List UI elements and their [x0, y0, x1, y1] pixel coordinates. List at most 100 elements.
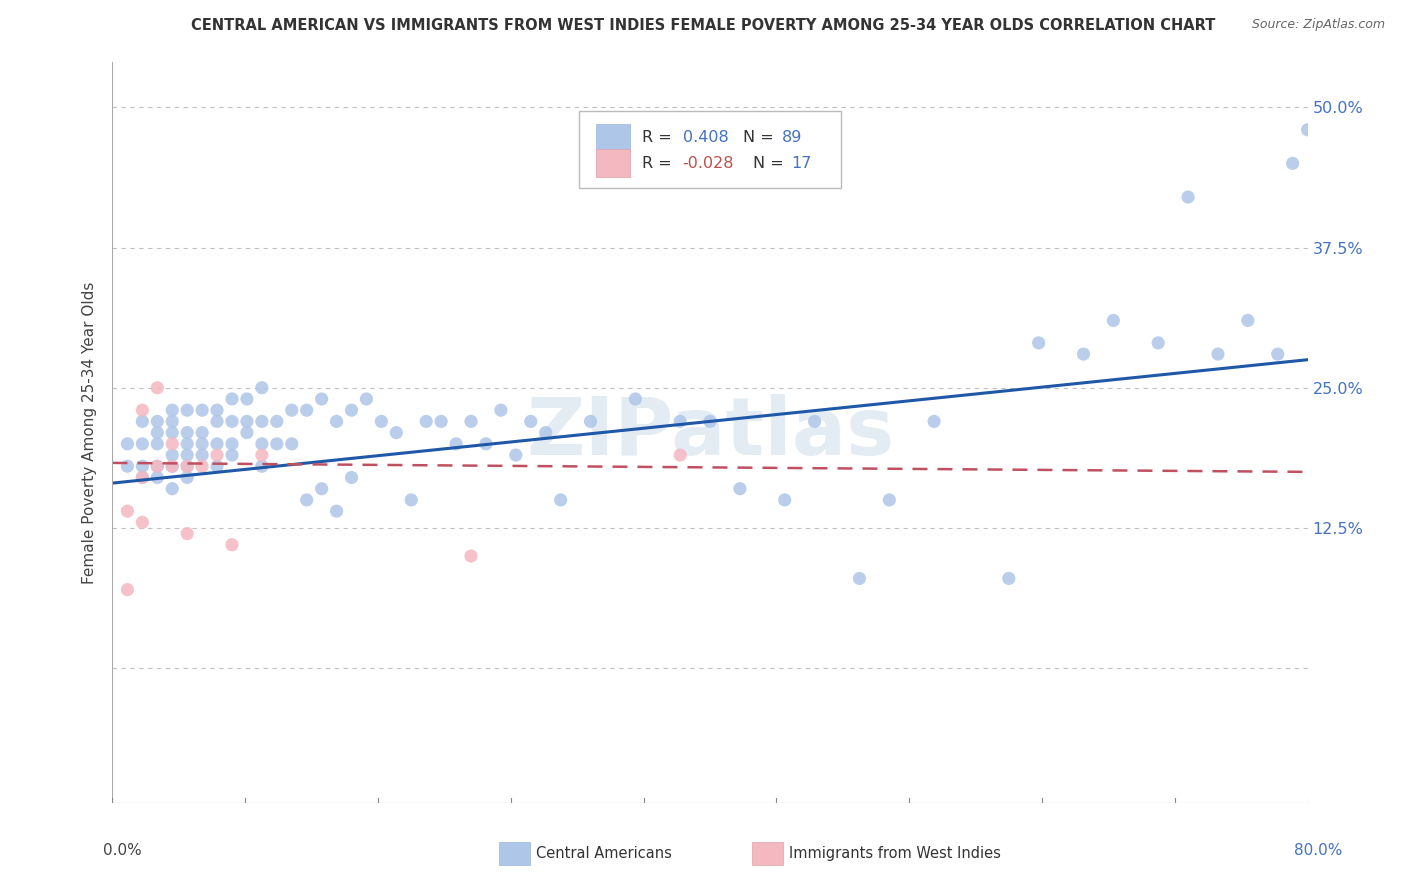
- Point: [922, 414, 945, 428]
- Point: [475, 437, 498, 451]
- Point: [162, 448, 183, 462]
- Point: [221, 392, 243, 406]
- Point: [550, 492, 572, 507]
- Text: R =: R =: [643, 155, 676, 170]
- Point: [117, 504, 139, 518]
- Point: [460, 549, 482, 563]
- Text: CENTRAL AMERICAN VS IMMIGRANTS FROM WEST INDIES FEMALE POVERTY AMONG 25-34 YEAR : CENTRAL AMERICAN VS IMMIGRANTS FROM WEST…: [191, 18, 1215, 33]
- Point: [1296, 122, 1319, 136]
- Point: [1177, 190, 1199, 204]
- Point: [146, 459, 169, 474]
- Point: [669, 448, 692, 462]
- Point: [205, 448, 228, 462]
- Point: [236, 414, 259, 428]
- Point: [1028, 335, 1050, 350]
- Text: R =: R =: [643, 130, 676, 145]
- Point: [430, 414, 453, 428]
- Point: [460, 414, 482, 428]
- Point: [728, 482, 751, 496]
- Point: [146, 470, 169, 484]
- Point: [176, 526, 198, 541]
- Point: [131, 470, 153, 484]
- Point: [401, 492, 423, 507]
- Point: [131, 516, 153, 530]
- Point: [191, 459, 214, 474]
- Text: Central Americans: Central Americans: [536, 847, 672, 861]
- Point: [221, 414, 243, 428]
- Point: [295, 492, 318, 507]
- Point: [236, 425, 259, 440]
- Text: 0.0%: 0.0%: [103, 843, 142, 858]
- Text: 89: 89: [782, 130, 801, 145]
- Point: [176, 437, 198, 451]
- Point: [250, 381, 273, 395]
- Point: [370, 414, 392, 428]
- Point: [1073, 347, 1095, 361]
- Point: [325, 414, 347, 428]
- Point: [520, 414, 543, 428]
- Point: [295, 403, 318, 417]
- Point: [444, 437, 467, 451]
- Point: [505, 448, 527, 462]
- Point: [176, 425, 198, 440]
- Point: [191, 403, 214, 417]
- Point: [131, 437, 153, 451]
- Point: [250, 448, 273, 462]
- Point: [176, 459, 198, 474]
- Point: [534, 425, 557, 440]
- Point: [340, 470, 363, 484]
- Point: [146, 437, 169, 451]
- Text: 0.408: 0.408: [682, 130, 728, 145]
- Point: [205, 437, 228, 451]
- Point: [205, 459, 228, 474]
- Point: [848, 571, 870, 585]
- Point: [176, 448, 198, 462]
- Point: [146, 381, 169, 395]
- Point: [415, 414, 437, 428]
- FancyBboxPatch shape: [579, 111, 842, 188]
- Point: [131, 470, 153, 484]
- Point: [221, 437, 243, 451]
- Point: [117, 437, 139, 451]
- Point: [162, 459, 183, 474]
- Point: [162, 482, 183, 496]
- Point: [579, 414, 602, 428]
- Text: ZIPatlas: ZIPatlas: [526, 393, 894, 472]
- Point: [1237, 313, 1260, 327]
- Point: [356, 392, 378, 406]
- Text: -0.028: -0.028: [682, 155, 734, 170]
- Point: [205, 414, 228, 428]
- Point: [266, 437, 288, 451]
- Point: [146, 425, 169, 440]
- Text: Immigrants from West Indies: Immigrants from West Indies: [789, 847, 1001, 861]
- Point: [176, 459, 198, 474]
- Text: 17: 17: [792, 155, 811, 170]
- Point: [162, 459, 183, 474]
- Point: [146, 459, 169, 474]
- Point: [250, 437, 273, 451]
- Point: [624, 392, 647, 406]
- Point: [998, 571, 1021, 585]
- Point: [221, 538, 243, 552]
- Point: [489, 403, 512, 417]
- Point: [1102, 313, 1125, 327]
- Point: [131, 403, 153, 417]
- Point: [146, 414, 169, 428]
- Point: [250, 459, 273, 474]
- Point: [250, 414, 273, 428]
- Point: [325, 504, 347, 518]
- Point: [176, 470, 198, 484]
- Point: [162, 425, 183, 440]
- Point: [117, 459, 139, 474]
- Point: [1147, 335, 1170, 350]
- Point: [281, 437, 304, 451]
- Point: [131, 414, 153, 428]
- Point: [205, 403, 228, 417]
- Point: [385, 425, 408, 440]
- Bar: [596, 149, 630, 178]
- Point: [131, 459, 153, 474]
- Text: N =: N =: [754, 155, 789, 170]
- Point: [266, 414, 288, 428]
- Point: [162, 437, 183, 451]
- Point: [340, 403, 363, 417]
